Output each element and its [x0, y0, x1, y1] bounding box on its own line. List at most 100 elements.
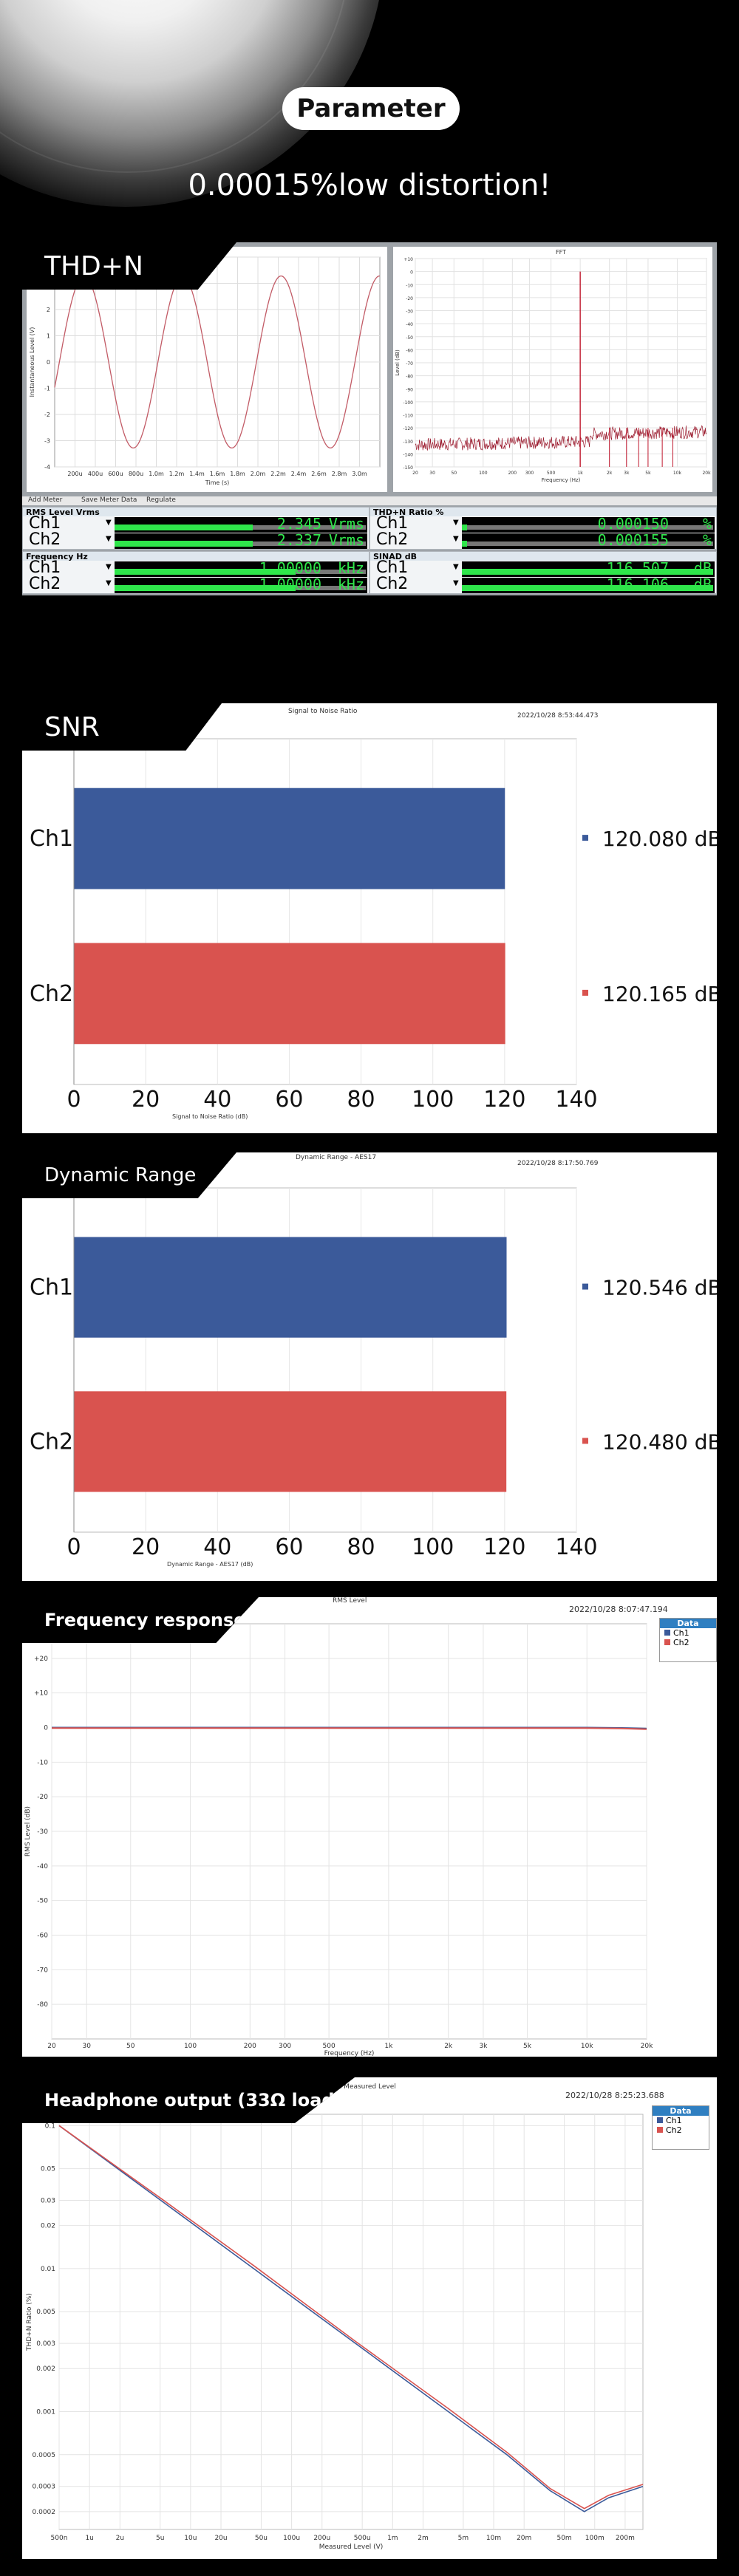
meter-display: 116.507 dB — [462, 559, 715, 577]
hp-xtick: 50m — [556, 2535, 571, 2542]
chevron-down-icon[interactable]: ▼ — [106, 563, 112, 571]
hp-xtick: 2m — [418, 2535, 429, 2542]
fft-xtick: 100 — [479, 471, 488, 476]
waveform-trace — [54, 275, 380, 449]
snr-bar — [74, 943, 505, 1045]
hp-xtick: 20u — [214, 2535, 227, 2542]
distortion-tagline: 0.00015%low distortion! — [188, 168, 551, 202]
meter-unit: kHz — [337, 575, 364, 593]
meter-level-bar — [462, 569, 713, 575]
hp-xtick: 5u — [156, 2535, 164, 2542]
hp-legend-ch1: Ch1 — [653, 2116, 709, 2125]
chevron-down-icon[interactable]: ▼ — [106, 519, 112, 527]
dr-value-label: 120.480 dB — [602, 1429, 717, 1454]
dr-xtick: 120 — [483, 1534, 525, 1560]
dr-badge: Dynamic Range — [22, 1152, 236, 1198]
fr-xtick: 100 — [184, 2043, 197, 2050]
fft-xtick: 20k — [702, 471, 711, 476]
chevron-down-icon[interactable]: ▼ — [453, 535, 459, 543]
meter-toolbar: Add Meter Save Meter Data Regulate — [22, 496, 717, 505]
fft-noise-trace — [415, 425, 707, 451]
chevron-down-icon[interactable]: ▼ — [453, 563, 459, 571]
waveform-xtick: 2.2m — [270, 471, 286, 477]
meter-unit: Vrms — [328, 531, 364, 549]
waveform-xtick: 1.0m — [149, 471, 164, 477]
meter-track — [295, 570, 366, 574]
waveform-xtick: 2.8m — [332, 471, 347, 477]
add-meter-button[interactable]: Add Meter — [28, 496, 63, 504]
waveform-ytick: 1 — [47, 333, 50, 340]
meter-track — [253, 541, 366, 546]
meter-channel-label: Ch2 — [29, 530, 61, 549]
save-meter-data-button[interactable]: Save Meter Data — [81, 496, 137, 504]
snr-badge-label: SNR — [44, 711, 100, 742]
fr-ytick: -50 — [37, 1898, 48, 1905]
parameter-badge: Parameter — [282, 87, 460, 130]
fft-xtick: 2k — [607, 471, 613, 476]
hp-xtick: 5m — [458, 2535, 469, 2542]
fft-ytick: -70 — [406, 361, 413, 366]
fft-xlabel: Frequency (Hz) — [542, 477, 581, 483]
snr-xtick: 20 — [132, 1087, 160, 1113]
waveform-ylabel: Instantaneous Level (V) — [29, 327, 35, 397]
fr-ytick: -40 — [37, 1863, 48, 1870]
hp-ytick: 0.002 — [36, 2365, 55, 2373]
fr-ytick: -70 — [37, 1967, 48, 1974]
chevron-down-icon[interactable]: ▼ — [453, 519, 459, 527]
meter-title: Frequency Hz — [23, 552, 369, 561]
meter-channel-label: Ch1 — [29, 558, 61, 577]
fr-xtick: 10k — [581, 2043, 593, 2050]
fft-xtick: 200 — [508, 471, 517, 476]
snr-category-label: Ch2 — [30, 981, 73, 1007]
meter-frequency: Frequency Hz Ch1 ▼ 1.00000 kHz Ch2 ▼ 1.00000 kHz — [22, 551, 370, 594]
chevron-down-icon[interactable]: ▼ — [453, 579, 459, 587]
meter-level-bar — [115, 541, 253, 547]
hp-xtick: 500n — [51, 2535, 68, 2542]
meter-channel-label: Ch1 — [29, 514, 61, 533]
fr-xtick: 2k — [444, 2043, 453, 2050]
thd-badge-label: THD+N — [44, 250, 143, 281]
hp-badge: Headphone output (33Ω load) — [22, 2077, 355, 2123]
hp-xtick: 100u — [283, 2535, 300, 2542]
waveform-ytick: -1 — [44, 386, 50, 392]
hp-xtick: 2u — [116, 2535, 124, 2542]
fr-xtick: 5k — [523, 2043, 532, 2050]
dr-subtitle: Dynamic Range - AES17 — [296, 1154, 377, 1161]
meter-value: 2.345 — [276, 515, 321, 533]
snr-value-label: 120.080 dB — [602, 827, 717, 851]
fft-chart: FFT +10 0 -10 -20 -30 -40 -50 -60 -70 -80 -90 -100 -1… — [395, 249, 711, 483]
dr-xlabel: Dynamic Range - AES17 (dB) — [167, 1561, 253, 1568]
hp-xtick: 500u — [354, 2535, 371, 2542]
fft-xtick: 50 — [451, 471, 457, 476]
meter-track — [253, 525, 366, 530]
regulate-button[interactable]: Regulate — [146, 496, 176, 504]
dr-xtick: 20 — [132, 1534, 160, 1560]
hp-ytick: 0.05 — [41, 2166, 55, 2173]
hp-xtick: 10m — [486, 2535, 501, 2542]
hp-xlabel: Measured Level (V) — [319, 2543, 384, 2551]
snr-timestamp: 2022/10/28 8:53:44.473 — [517, 712, 599, 720]
meter-display: 0.000155% — [462, 531, 715, 549]
fft-xtick: 1k — [577, 471, 583, 476]
meter-title: THD+N Ratio % — [370, 508, 716, 517]
snr-xtick: 100 — [412, 1087, 454, 1113]
hp-xtick: 100m — [585, 2535, 605, 2542]
fr-xtick: 200 — [244, 2043, 256, 2050]
fr-series-ch2 — [52, 1727, 647, 1730]
snr-category-label: Ch1 — [30, 826, 73, 852]
meter-unit: dB — [693, 559, 712, 577]
chevron-down-icon[interactable]: ▼ — [106, 535, 112, 543]
chevron-down-icon[interactable]: ▼ — [106, 579, 112, 587]
dr-legend-swatch — [582, 1283, 588, 1290]
waveform-ytick: -4 — [44, 464, 50, 471]
dr-badge-label: Dynamic Range — [44, 1164, 197, 1186]
snr-xtick: 60 — [275, 1087, 303, 1113]
hp-badge-label: Headphone output (33Ω load) — [44, 2090, 343, 2111]
meter-unit: kHz — [337, 559, 364, 577]
snr-xtick: 0 — [67, 1087, 81, 1113]
fft-ylabel: Level (dB) — [395, 349, 401, 376]
fr-ytick: +10 — [34, 1690, 48, 1698]
fr-ytick: -60 — [37, 1933, 48, 1940]
meter-unit: dB — [693, 575, 712, 593]
waveform-xtick: 1.2m — [169, 471, 185, 477]
